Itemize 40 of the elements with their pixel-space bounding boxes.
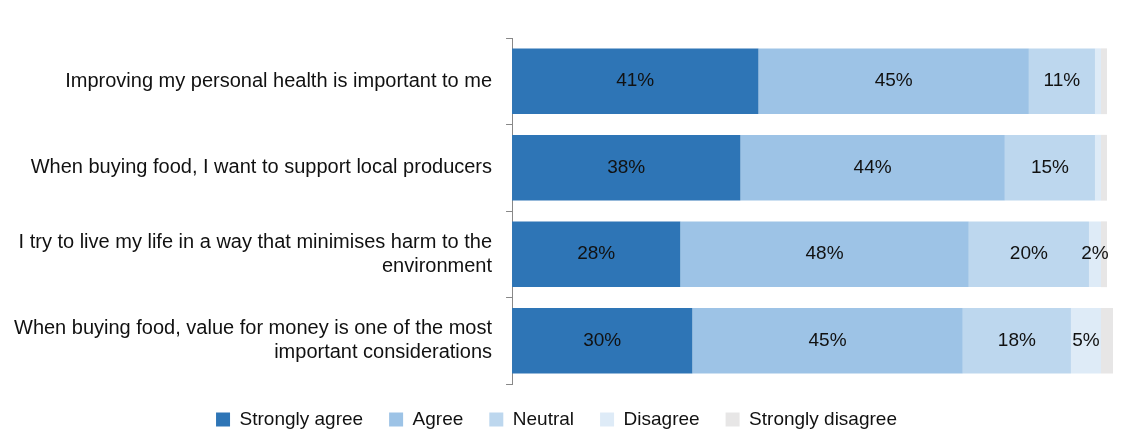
y-tick-label: When buying food, I want to support local producers (30, 155, 493, 178)
legend-label: Strongly agree (239, 407, 364, 429)
bar (1094, 134, 1101, 201)
legend-label: Disagree (623, 407, 700, 429)
data-label: 45% (874, 69, 913, 91)
bar (1100, 48, 1107, 115)
bar (1100, 134, 1107, 201)
y-tick-label: When buying food, value for money is one of the most important considerations (14, 316, 493, 363)
bar (1028, 48, 1095, 115)
bar (512, 221, 681, 288)
bar (692, 307, 963, 374)
bar (962, 307, 1071, 374)
data-label: 5% (1072, 328, 1100, 350)
y-tick-label: Improving my personal health is important to me (65, 68, 493, 91)
legend-label: Neutral (512, 407, 575, 429)
data-label: 48% (805, 242, 844, 264)
data-label: 28% (577, 242, 616, 264)
bar (512, 48, 759, 115)
data-label: 20% (1009, 242, 1048, 264)
bar (512, 134, 741, 201)
data-label: 15% (1030, 155, 1070, 177)
data-label: 18% (997, 328, 1036, 350)
y-tick-label: I try to live my life in a way that minimises harm to the environment (18, 229, 493, 276)
bar (512, 307, 693, 374)
legend-label: Agree (412, 407, 464, 429)
data-label: 45% (808, 328, 847, 350)
bar (680, 221, 969, 288)
bar (1070, 307, 1101, 374)
data-label: 2% (1081, 242, 1109, 264)
bar (758, 48, 1029, 115)
bar (1094, 48, 1101, 115)
bar (740, 134, 1005, 201)
data-label: 44% (853, 155, 892, 177)
data-label: 11% (1043, 69, 1081, 91)
bar (1100, 307, 1113, 374)
data-label: 41% (616, 69, 655, 91)
data-label: 30% (583, 328, 622, 350)
legend-label: Strongly disagree (749, 407, 897, 429)
data-label: 38% (607, 155, 646, 177)
bar (1004, 134, 1095, 201)
